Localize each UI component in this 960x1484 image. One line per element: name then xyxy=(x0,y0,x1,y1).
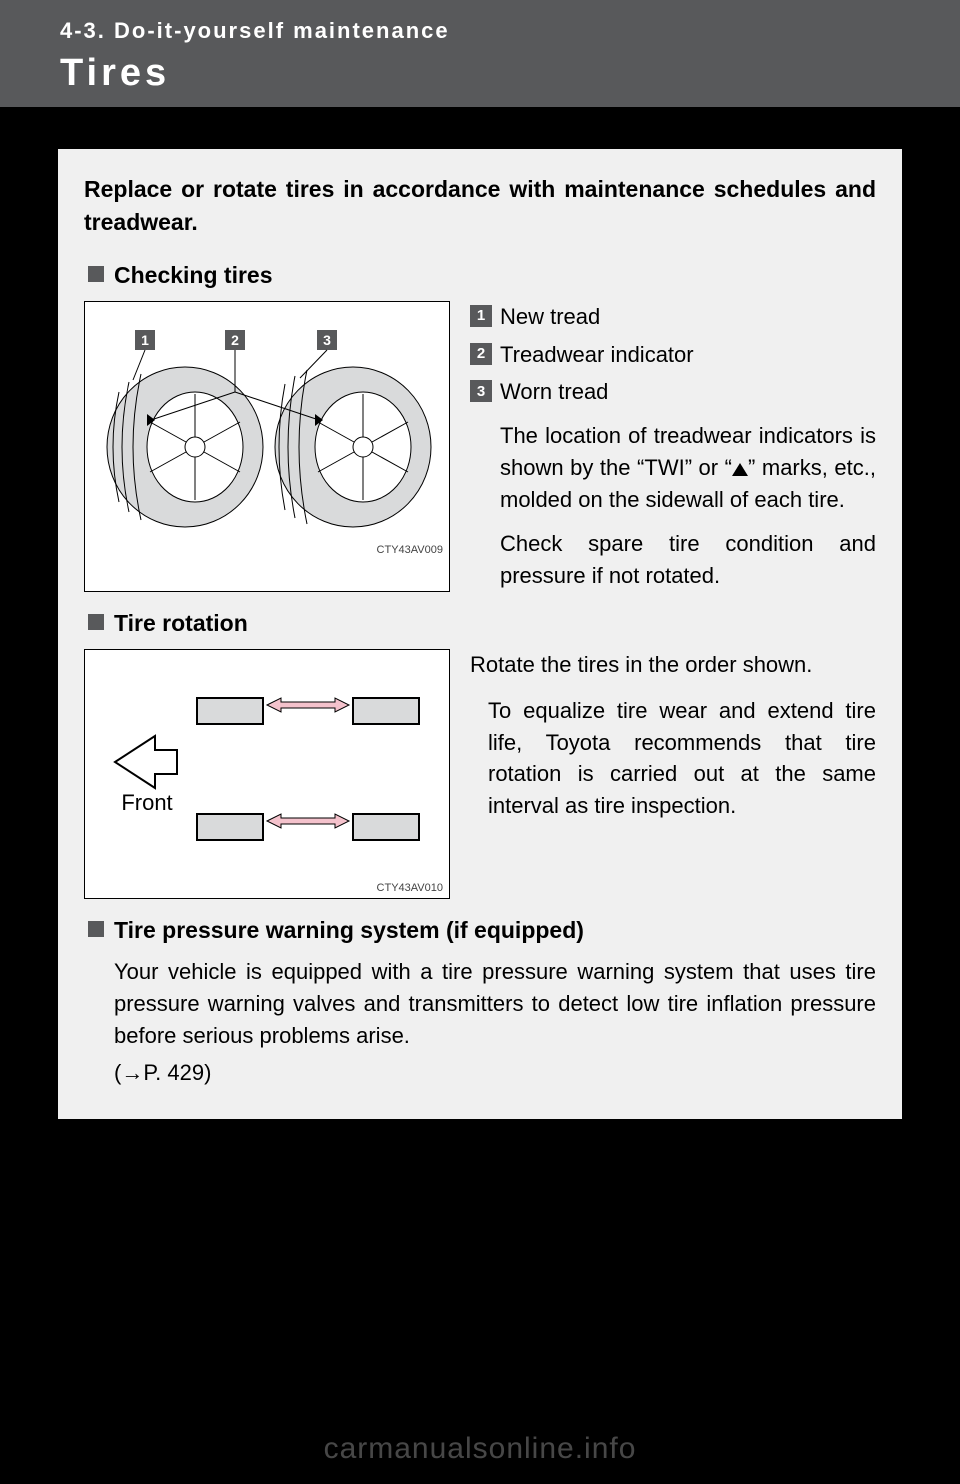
legend-text-2: Treadwear indicator xyxy=(500,339,694,371)
watermark: carmanualsonline.info xyxy=(0,1432,960,1466)
num-box-3: 3 xyxy=(470,380,492,402)
figure-id-checking: CTY43AV009 xyxy=(85,542,449,560)
content-box: Replace or rotate tires in accordance wi… xyxy=(58,149,902,1119)
triangle-icon xyxy=(732,463,748,476)
header-band: 4-3. Do-it-yourself maintenance Tires xyxy=(0,0,960,107)
num-box-2: 2 xyxy=(470,343,492,365)
checking-figure: 1 2 3 CTY43AV009 xyxy=(84,301,450,592)
figure-id-rotation: CTY43AV010 xyxy=(85,880,449,898)
checking-row: 1 2 3 CTY43AV009 1 New tread 2 Trea xyxy=(84,301,876,592)
svg-text:3: 3 xyxy=(323,332,331,348)
checking-para1: The location of treadwear indicators is … xyxy=(470,420,876,516)
square-bullet-icon xyxy=(88,921,104,937)
num-box-1: 1 xyxy=(470,305,492,327)
subheading-checking: Checking tires xyxy=(88,262,876,289)
legend-text-3: Worn tread xyxy=(500,376,608,408)
page-title: Tires xyxy=(60,52,960,95)
tpws-text: Your vehicle is equipped with a tire pre… xyxy=(114,956,876,1052)
square-bullet-icon xyxy=(88,614,104,630)
legend-item-3: 3 Worn tread xyxy=(470,376,876,408)
rotation-text1: Rotate the tires in the order shown. xyxy=(470,649,876,681)
subheading-rotation-text: Tire rotation xyxy=(114,610,248,636)
intro-text: Replace or rotate tires in accordance wi… xyxy=(84,173,876,240)
checking-legend: 1 New tread 2 Treadwear indicator 3 Worn… xyxy=(470,301,876,592)
legend-item-2: 2 Treadwear indicator xyxy=(470,339,876,371)
subheading-tpws: Tire pressure warning system (if equippe… xyxy=(88,917,876,944)
legend-item-1: 1 New tread xyxy=(470,301,876,333)
checking-para2: Check spare tire condition and pressure … xyxy=(470,528,876,592)
svg-text:Front: Front xyxy=(121,790,172,815)
rotation-text2: To equalize tire wear and extend tire li… xyxy=(470,695,876,823)
subheading-rotation: Tire rotation xyxy=(88,610,876,637)
subheading-tpws-text: Tire pressure warning system (if equippe… xyxy=(114,917,584,943)
svg-text:2: 2 xyxy=(231,332,239,348)
rotation-text: Rotate the tires in the order shown. To … xyxy=(470,649,876,899)
svg-text:1: 1 xyxy=(141,332,149,348)
subheading-checking-text: Checking tires xyxy=(114,262,273,288)
legend-text-1: New tread xyxy=(500,301,600,333)
tpws-ref: (→P. 429) xyxy=(114,1057,876,1089)
rotation-figure: Front CTY43AV010 xyxy=(84,649,450,899)
section-label: 4-3. Do-it-yourself maintenance xyxy=(60,18,960,44)
rotation-row: Front CTY43AV010 Rotate the tires in the… xyxy=(84,649,876,899)
square-bullet-icon xyxy=(88,266,104,282)
